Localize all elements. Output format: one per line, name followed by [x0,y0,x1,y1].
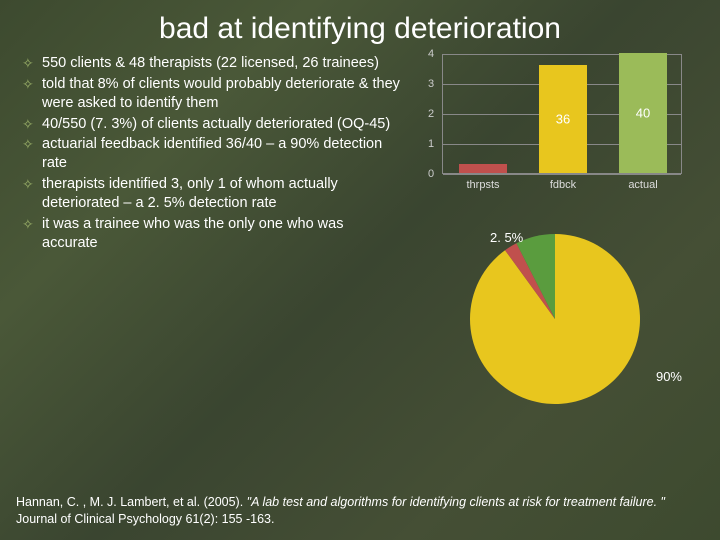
pie-label-main: 90% [656,369,682,384]
pie-chart: 90% 2. 5% [420,234,690,414]
pie-label-small: 2. 5% [490,230,523,245]
citation-title: "A lab test and algorithms for identifyi… [247,495,665,509]
bar-value-label: 36 [539,112,587,127]
bullet-item: 550 clients & 48 therapists (22 licensed… [20,54,400,73]
bullet-item: it was a trainee who was the only one wh… [20,215,400,253]
bar-ytick: 2 [428,108,434,120]
bar: thrpsts [459,164,507,173]
bullet-list: 550 clients & 48 therapists (22 licensed… [20,54,400,414]
bar-ytick: 1 [428,138,434,150]
bullet-item: therapists identified 3, only 1 of whom … [20,175,400,213]
bullet-item: told that 8% of clients would probably d… [20,75,400,113]
bullet-item: 40/550 (7. 3%) of clients actually deter… [20,115,400,134]
charts-column: thrpstsfdbck36actual40 01234 90% 2. 5% [400,54,700,414]
content-row: 550 clients & 48 therapists (22 licensed… [0,54,720,414]
bar: fdbck36 [539,65,587,173]
bar-category-label: fdbck [539,179,587,191]
bar-value-label: 40 [619,106,667,121]
bar-category-label: thrpsts [459,179,507,191]
bullet-item: actuarial feedback identified 36/40 – a … [20,135,400,173]
citation-authors: Hannan, C. , M. J. Lambert, et al. (2005… [16,495,247,509]
citation-journal: Journal of Clinical Psychology 61(2): 15… [16,512,274,526]
bar-category-label: actual [619,179,667,191]
pie-svg [455,234,655,404]
bar: actual40 [619,53,667,173]
bar-ytick: 0 [428,168,434,180]
page-title: bad at identifying deterioration [0,0,720,54]
bar-ytick: 4 [428,48,434,60]
bar-chart: thrpstsfdbck36actual40 01234 [420,54,690,204]
citation: Hannan, C. , M. J. Lambert, et al. (2005… [16,494,704,528]
bar-ytick: 3 [428,78,434,90]
bar-gridline [443,174,681,175]
bar-plot-area: thrpsts fdbck36 actual40 [442,54,682,174]
